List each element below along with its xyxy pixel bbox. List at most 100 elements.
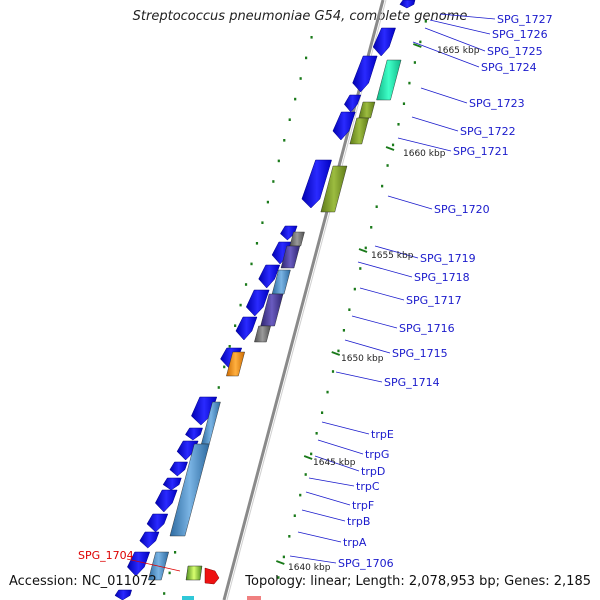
scale-tick xyxy=(282,555,285,559)
gene-label-spg-1720[interactable]: SPG_1720 xyxy=(434,203,490,216)
scale-dot xyxy=(277,159,280,163)
scale-tick xyxy=(326,390,329,394)
genome-title: Streptococcus pneumoniae G54, complete g… xyxy=(132,9,468,24)
gene-arrow-forward[interactable] xyxy=(344,94,362,113)
gene-arrow-forward[interactable] xyxy=(280,225,298,241)
gene-arrow-forward[interactable] xyxy=(191,396,218,426)
gene-feature-block[interactable] xyxy=(320,165,348,213)
gene-feature-block[interactable] xyxy=(260,293,284,327)
gene-label-trpD[interactable]: trpD xyxy=(361,465,385,478)
gene-feature-bottom[interactable] xyxy=(182,596,194,600)
genome-backbone-shadow xyxy=(226,0,387,600)
scale-tick xyxy=(342,329,346,332)
gene-label-spg-1724[interactable]: SPG_1724 xyxy=(481,61,537,74)
gene-label-spg-1721[interactable]: SPG_1721 xyxy=(453,145,509,158)
scale-dot xyxy=(217,386,220,389)
gene-label-spg-1718[interactable]: SPG_1718 xyxy=(414,271,470,284)
gene-feature-block[interactable] xyxy=(376,59,402,101)
gene-arrow-forward[interactable] xyxy=(245,289,270,317)
label-connector xyxy=(289,555,337,564)
gene-arrow-forward[interactable] xyxy=(332,111,356,141)
label-connector xyxy=(317,439,364,455)
gene-label-spg-1706[interactable]: SPG_1706 xyxy=(338,557,394,570)
gene-label-spg-1704[interactable]: SPG_1704 xyxy=(78,549,134,562)
gene-label-spg-1717[interactable]: SPG_1717 xyxy=(406,294,462,307)
tick-marks xyxy=(163,20,427,595)
label-connector xyxy=(321,421,370,435)
gene-label-spg-1722[interactable]: SPG_1722 xyxy=(460,125,516,138)
label-connector xyxy=(305,491,351,506)
gene-arrow-forward[interactable] xyxy=(162,477,182,491)
gene-arrow-forward[interactable] xyxy=(155,489,178,513)
gene-feature-bottom[interactable] xyxy=(247,596,261,600)
scale-dot xyxy=(272,180,275,183)
gene-arrow-forward[interactable] xyxy=(185,427,203,441)
gene-arrow-forward[interactable] xyxy=(258,264,281,289)
scale-dot xyxy=(283,139,286,142)
label-connector xyxy=(297,531,342,543)
scale-dot xyxy=(168,571,171,575)
scale-tick xyxy=(419,40,422,44)
scale-dot xyxy=(228,345,231,348)
scale-dot xyxy=(173,551,177,554)
gene-label-trpG[interactable]: trpG xyxy=(365,448,389,461)
gene-feature-block[interactable] xyxy=(254,325,271,343)
gene-arrow-forward[interactable] xyxy=(372,27,396,57)
gene-arrow-reverse[interactable] xyxy=(204,567,220,585)
gene-feature-block[interactable] xyxy=(358,101,376,119)
scale-dot xyxy=(299,77,302,80)
scale-dot xyxy=(310,36,313,39)
gene-label-spg-1719[interactable]: SPG_1719 xyxy=(420,252,476,265)
gene-feature-spg-1704[interactable] xyxy=(185,565,203,581)
gene-label-spg-1727[interactable]: SPG_1727 xyxy=(497,13,553,26)
label-connector xyxy=(439,13,496,20)
gene-label-trpA[interactable]: trpA xyxy=(343,536,367,549)
gene-label-trpF[interactable]: trpF xyxy=(352,499,374,512)
gene-feature-block[interactable] xyxy=(289,231,305,247)
scale-tick xyxy=(424,20,427,23)
label-connector xyxy=(335,371,383,383)
gene-feature-block[interactable] xyxy=(169,443,210,537)
gene-arrow-forward[interactable] xyxy=(235,316,258,341)
gene-arrow-forward[interactable] xyxy=(114,589,132,600)
scale-dot xyxy=(266,200,269,204)
scale-label-1655: 1655 kbp xyxy=(371,251,414,261)
gene-arrow-forward[interactable] xyxy=(301,159,332,209)
gene-label-trpE[interactable]: trpE xyxy=(371,428,394,441)
major-tick xyxy=(303,455,313,460)
gene-label-trpC[interactable]: trpC xyxy=(356,480,380,493)
scale-tick xyxy=(381,184,384,188)
gene-arrow-forward[interactable] xyxy=(139,531,160,549)
gene-feature-block[interactable] xyxy=(349,117,369,145)
gene-arrow-forward[interactable] xyxy=(169,461,188,477)
gene-label-spg-1715[interactable]: SPG_1715 xyxy=(392,347,448,360)
gene-label-spg-1714[interactable]: SPG_1714 xyxy=(384,376,440,389)
gene-feature-block[interactable] xyxy=(280,245,301,269)
gene-label-trpB[interactable]: trpB xyxy=(347,515,370,528)
scale-dot xyxy=(223,365,226,369)
gene-feature-block[interactable] xyxy=(271,269,291,295)
scale-tick xyxy=(288,535,291,538)
gene-label-spg-1725[interactable]: SPG_1725 xyxy=(487,45,543,58)
scale-tick xyxy=(353,287,356,291)
gene-arrow-forward[interactable] xyxy=(352,55,378,93)
gene-arrow-forward[interactable] xyxy=(146,513,169,533)
scale-tick xyxy=(391,143,395,147)
scale-tick xyxy=(397,123,400,126)
gene-arrow-forward[interactable] xyxy=(176,440,199,461)
scale-tick xyxy=(315,432,318,435)
gene-label-spg-1723[interactable]: SPG_1723 xyxy=(469,97,525,110)
label-connectors xyxy=(126,13,496,572)
gene-feature-block[interactable] xyxy=(226,351,245,377)
scale-tick xyxy=(370,226,373,229)
scale-tick xyxy=(375,205,378,208)
gene-arrow-forward[interactable] xyxy=(127,551,151,577)
scale-tick xyxy=(299,493,302,497)
gene-label-spg-1716[interactable]: SPG_1716 xyxy=(399,322,455,335)
genome-summary-text: Topology: linear; Length: 2,078,953 bp; … xyxy=(245,574,591,589)
gene-label-spg-1726[interactable]: SPG_1726 xyxy=(492,28,548,41)
scale-tick xyxy=(386,164,389,167)
gene-arrow-forward[interactable] xyxy=(399,0,416,9)
accession-text: Accession: NC_011072 xyxy=(9,574,157,589)
